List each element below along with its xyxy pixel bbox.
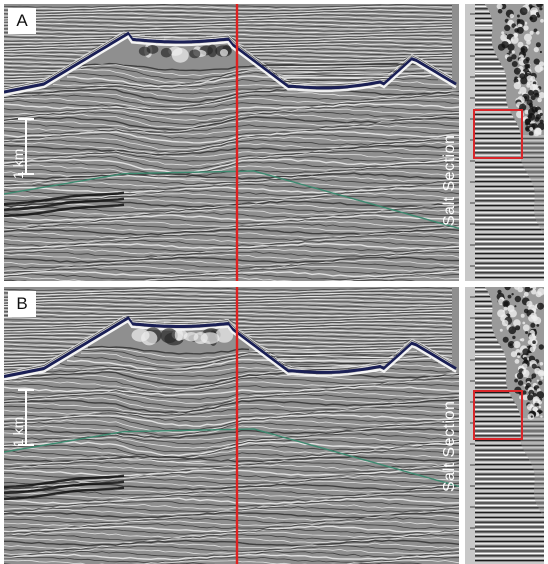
panel-label-b: B bbox=[8, 291, 36, 317]
seismic-image-a bbox=[4, 4, 544, 281]
zoom-box bbox=[473, 109, 523, 159]
seismic-image-b bbox=[4, 287, 544, 564]
panel-label-a: A bbox=[8, 8, 36, 34]
reflectors-upper bbox=[4, 287, 453, 375]
depth-ruler bbox=[465, 287, 475, 564]
scale-label-a: 1 km bbox=[10, 148, 26, 179]
salt-section-traces bbox=[475, 4, 544, 281]
zoom-box bbox=[473, 390, 523, 440]
reflectors-lower bbox=[4, 62, 460, 281]
scale-label-b: 1 km bbox=[10, 416, 26, 447]
depth-ruler bbox=[465, 4, 475, 281]
seismic-panel-b: B 1 km Salt Section bbox=[4, 287, 544, 564]
salt-top-horizon bbox=[4, 316, 457, 378]
salt-section-label-a: Salt Section bbox=[441, 134, 458, 226]
reflectors-lower bbox=[4, 345, 460, 564]
salt-section-label-b: Salt Section bbox=[441, 400, 458, 492]
salt-top-horizon bbox=[4, 31, 457, 94]
base-horizon bbox=[4, 428, 460, 488]
seismic-panel-a: A 1 km Salt Section bbox=[4, 4, 544, 281]
base-horizon bbox=[4, 170, 460, 230]
